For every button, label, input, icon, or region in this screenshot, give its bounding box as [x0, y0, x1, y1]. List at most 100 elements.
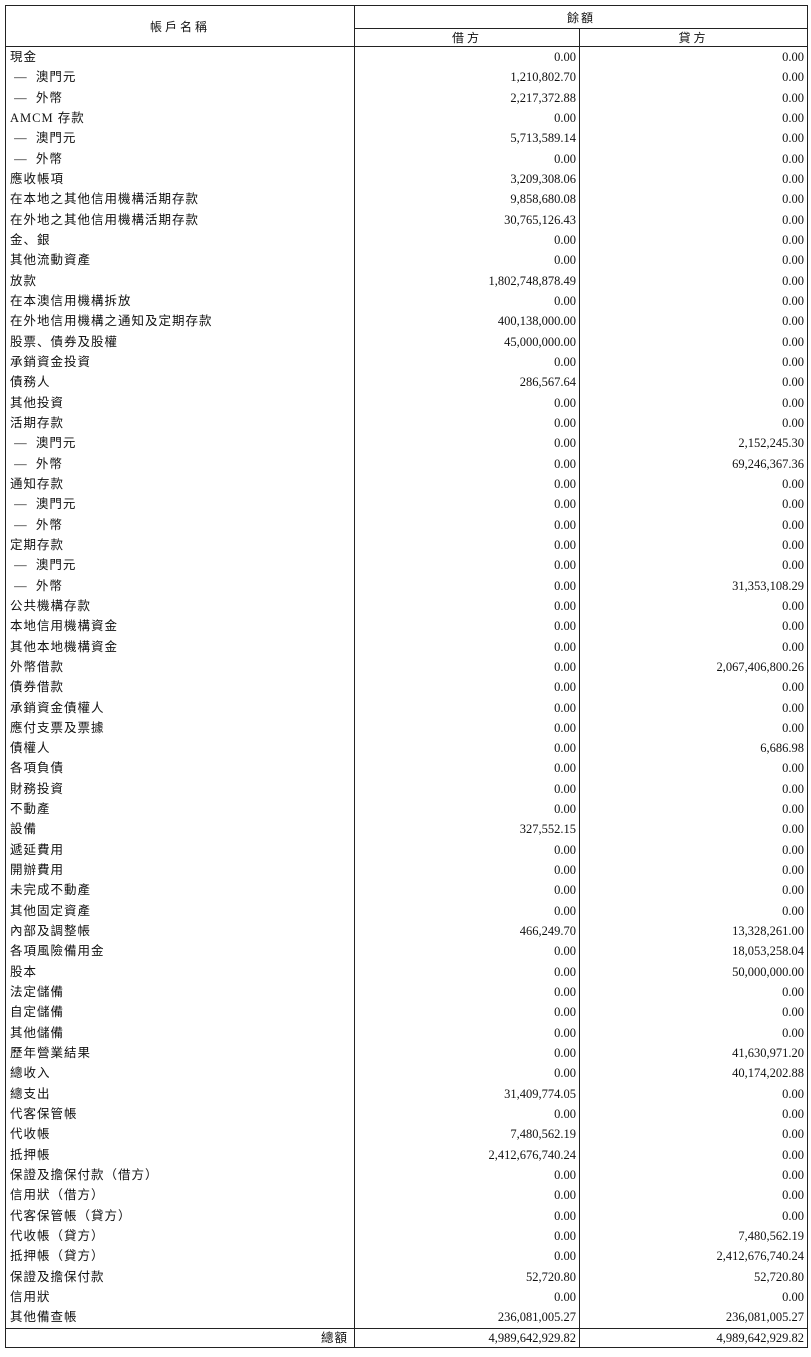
debit-value: 0.00: [355, 555, 580, 576]
credit-value: 236,081,005.27: [725, 1310, 804, 1325]
account-name: — 外幣: [6, 514, 355, 535]
credit-value: 0.00: [782, 802, 804, 817]
account-name: — 外幣: [6, 148, 355, 169]
table-row: 歷年營業結果 0.00 41,630,971.20: [6, 1043, 807, 1064]
debit-value: 3,209,308.06: [355, 168, 580, 190]
credit-value: 0.00: [782, 131, 804, 146]
table-row: 活期存款 0.00 0.00: [6, 412, 807, 434]
account-name: — 外幣: [6, 87, 355, 108]
account-name: 內部及調整帳: [6, 921, 355, 942]
credit-value: 0.00: [782, 70, 804, 85]
debit-value: 0.00: [355, 47, 580, 68]
credit-value: 0.00: [782, 639, 804, 654]
account-name: 在本澳信用機構拆放: [6, 290, 355, 312]
table-row: 不動產 0.00 0.00: [6, 799, 807, 820]
account-name: 代收帳（貸方）: [6, 1226, 355, 1247]
account-name: 開辦費用: [6, 860, 355, 881]
table-row: 其他本地機構資金 0.00 0.00: [6, 636, 807, 657]
credit-value: 0.00: [782, 537, 804, 552]
table-row: 開辦費用 0.00 0.00: [6, 860, 807, 881]
account-name: 未完成不動產: [6, 880, 355, 901]
credit-value: 0.00: [782, 883, 804, 898]
account-name: 在外地之其他信用機構活期存款: [6, 209, 355, 230]
table-row: 其他備查帳 236,081,005.27 236,081,005.27: [6, 1307, 807, 1328]
credit-value: 41,630,971.20: [732, 1046, 804, 1061]
table-row: 設備 327,552.15 0.00: [6, 819, 807, 840]
account-name: 債券借款: [6, 677, 355, 698]
credit-value: 0.00: [782, 415, 804, 430]
credit-value: 0.00: [782, 598, 804, 613]
account-name: 本地信用機構資金: [6, 616, 355, 637]
credit-value: 0.00: [782, 985, 804, 1000]
table-row: 承銷資金投資 0.00 0.00: [6, 351, 807, 373]
credit-value: 0.00: [782, 293, 804, 308]
debit-value: 9,858,680.08: [355, 189, 580, 210]
debit-value: 0.00: [355, 433, 580, 454]
table-row: 在本地之其他信用機構活期存款 9,858,680.08 0.00: [6, 189, 807, 210]
account-name: 股票、債券及股權: [6, 331, 355, 352]
account-name: 放款: [6, 270, 355, 291]
table-row: 股票、債券及股權 45,000,000.00 0.00: [6, 331, 807, 352]
account-name: 現金: [6, 47, 355, 68]
account-name: 抵押帳（貸方）: [6, 1246, 355, 1267]
debit-value: 2,412,676,740.24: [355, 1144, 580, 1166]
credit-value: 0.00: [782, 192, 804, 207]
account-name: 各項風險備用金: [6, 941, 355, 962]
debit-value: 0.00: [355, 1246, 580, 1267]
debit-value: 0.00: [355, 1043, 580, 1064]
credit-value: 0.00: [782, 334, 804, 349]
debit-value: 0.00: [355, 148, 580, 169]
account-name: 保證及擔保付款（借方）: [6, 1165, 355, 1186]
debit-value: 31,409,774.05: [355, 1083, 580, 1105]
debit-value: 0.00: [355, 1287, 580, 1308]
table-row: 自定儲備 0.00 0.00: [6, 1002, 807, 1023]
table-row: 各項負債 0.00 0.00: [6, 758, 807, 779]
account-name: 各項負債: [6, 758, 355, 779]
account-name: 不動產: [6, 799, 355, 820]
debit-value: 0.00: [355, 1185, 580, 1206]
table-row: — 外幣 0.00 0.00: [6, 148, 807, 169]
debit-value: 0.00: [355, 473, 580, 495]
credit-value: 7,480,562.19: [738, 1229, 804, 1244]
account-name: 活期存款: [6, 412, 355, 434]
debit-value: 5,713,589.14: [355, 128, 580, 149]
debit-value: 0.00: [355, 941, 580, 962]
credit-value: 0.00: [782, 171, 804, 186]
table-row: — 外幣 0.00 69,246,367.36: [6, 453, 807, 474]
account-name: — 澳門元: [6, 494, 355, 515]
credit-value: 0.00: [782, 110, 804, 125]
debit-value: 0.00: [355, 1002, 580, 1023]
credit-value: 50,000,000.00: [732, 964, 804, 979]
table-row: 在外地之其他信用機構活期存款 30,765,126.43 0.00: [6, 209, 807, 230]
account-name: 其他投資: [6, 392, 355, 413]
credit-value: 0.00: [782, 863, 804, 878]
table-row: 放款 1,802,748,878.49 0.00: [6, 270, 807, 291]
table-row: 股本 0.00 50,000,000.00: [6, 961, 807, 983]
credit-value: 0.00: [782, 354, 804, 369]
credit-value: 0.00: [782, 822, 804, 837]
credit-value: 0.00: [782, 1107, 804, 1122]
credit-value: 2,067,406,800.26: [716, 659, 805, 674]
table-row: 法定儲備 0.00 0.00: [6, 982, 807, 1003]
credit-value: 0.00: [782, 1188, 804, 1203]
table-row: — 澳門元 0.00 0.00: [6, 555, 807, 576]
debit-value: 0.00: [355, 412, 580, 434]
credit-value: 0.00: [782, 476, 804, 491]
debit-value: 1,210,802.70: [355, 67, 580, 88]
credit-value: 0.00: [782, 1147, 804, 1162]
credit-value: 0.00: [782, 700, 804, 715]
debit-value: 52,720.80: [355, 1266, 580, 1288]
account-name: AMCM 存款: [6, 107, 355, 129]
credit-value: 0.00: [782, 151, 804, 166]
account-name: — 澳門元: [6, 433, 355, 454]
debit-value: 0.00: [355, 1226, 580, 1247]
table-row: 信用狀 0.00 0.00: [6, 1287, 807, 1308]
credit-value: 69,246,367.36: [732, 456, 804, 471]
table-row: 本地信用機構資金 0.00 0.00: [6, 616, 807, 637]
table-header: 帳戶名稱 餘額 借方 貸方: [6, 6, 807, 47]
table-row: 其他投資 0.00 0.00: [6, 392, 807, 413]
table-row: 金、銀 0.00 0.00: [6, 229, 807, 251]
table-row: 其他流動資產 0.00 0.00: [6, 250, 807, 271]
debit-value: 0.00: [355, 595, 580, 617]
debit-value: 0.00: [355, 616, 580, 637]
